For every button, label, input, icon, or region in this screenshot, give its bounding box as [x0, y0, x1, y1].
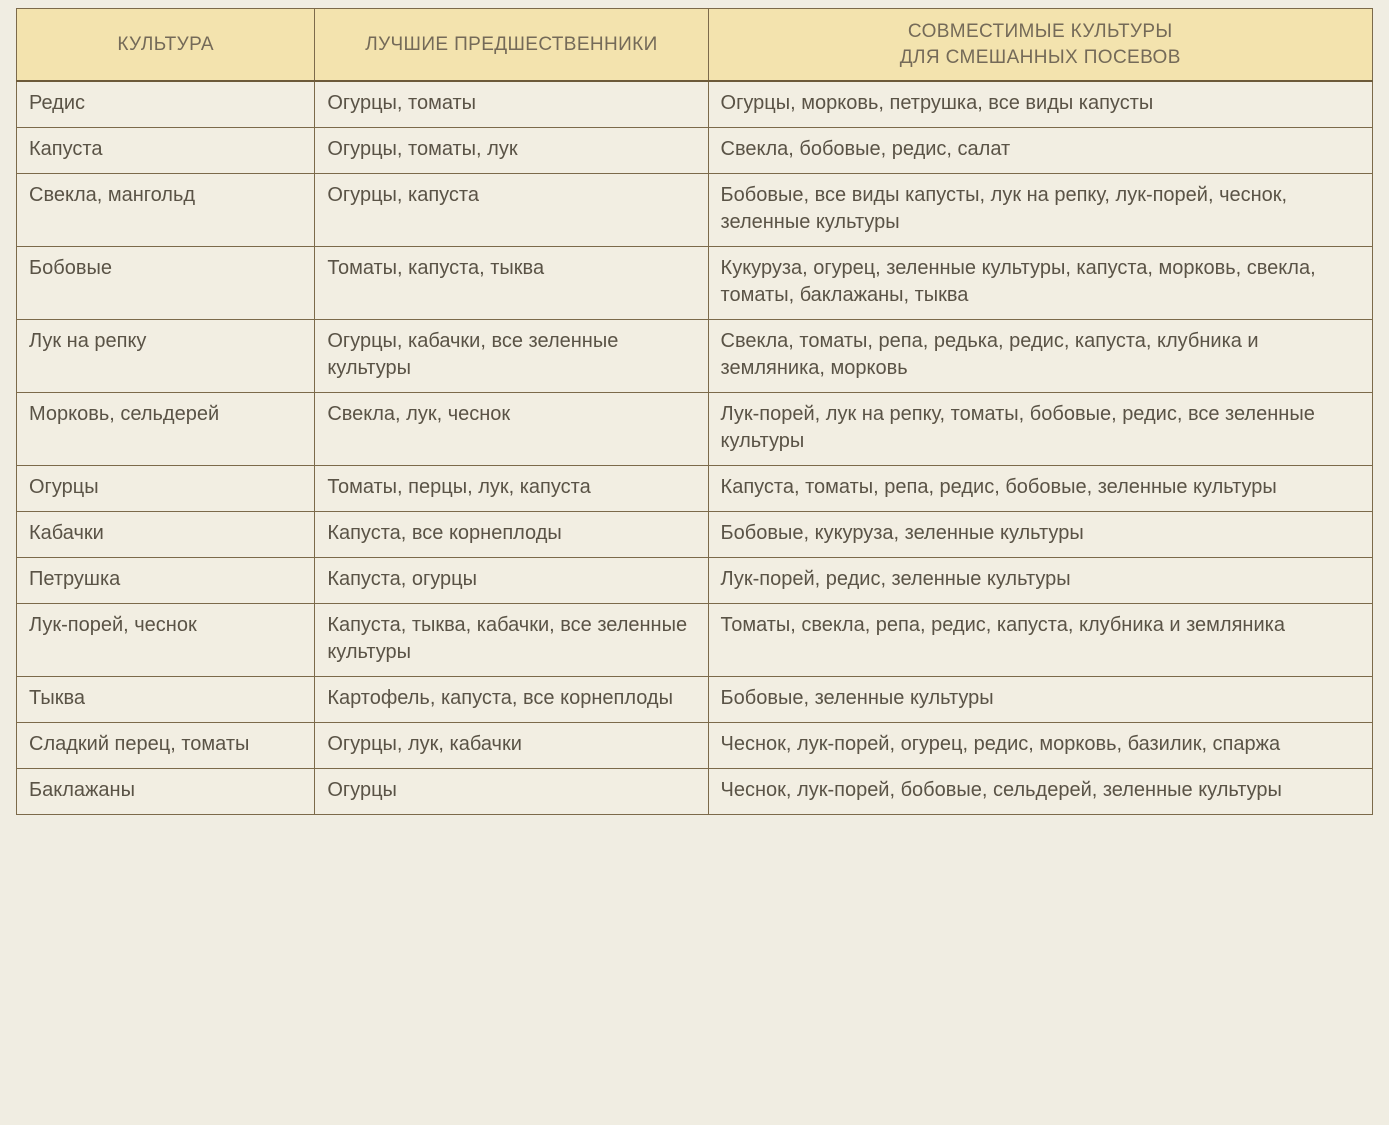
cell-compatible: Огурцы, морковь, петрушка, все виды капу…: [708, 81, 1372, 128]
table-row: Бобовые Томаты, капуста, тыква Кукуруза,…: [17, 247, 1373, 320]
cell-predecessors: Огурцы, кабачки, все зеленные культуры: [315, 320, 708, 393]
cell-crop: Тыква: [17, 677, 315, 723]
table-row: Лук на репку Огурцы, кабачки, все зеленн…: [17, 320, 1373, 393]
cell-predecessors: Огурцы, лук, кабачки: [315, 723, 708, 769]
cell-crop: Огурцы: [17, 466, 315, 512]
cell-compatible: Чеснок, лук-порей, бобовые, сельдерей, з…: [708, 769, 1372, 815]
cell-compatible: Свекла, бобовые, редис, салат: [708, 128, 1372, 174]
table-row: Сладкий перец, томаты Огурцы, лук, кабач…: [17, 723, 1373, 769]
table-row: Морковь, сельдерей Свекла, лук, чеснок Л…: [17, 393, 1373, 466]
table-row: Редис Огурцы, томаты Огурцы, морковь, пе…: [17, 81, 1373, 128]
crop-rotation-table: КУЛЬТУРА ЛУЧШИЕ ПРЕДШЕСТВЕННИКИ СОВМЕСТИ…: [16, 8, 1373, 815]
cell-predecessors: Томаты, перцы, лук, капуста: [315, 466, 708, 512]
cell-crop: Баклажаны: [17, 769, 315, 815]
table-row: Капуста Огурцы, томаты, лук Свекла, бобо…: [17, 128, 1373, 174]
cell-predecessors: Свекла, лук, чеснок: [315, 393, 708, 466]
cell-predecessors: Томаты, капуста, тыква: [315, 247, 708, 320]
table-row: Лук-порей, чеснок Капуста, тыква, кабачк…: [17, 604, 1373, 677]
cell-crop: Петрушка: [17, 558, 315, 604]
cell-crop: Лук на репку: [17, 320, 315, 393]
cell-compatible: Кукуруза, огурец, зеленные культуры, кап…: [708, 247, 1372, 320]
table-row: Кабачки Капуста, все корнеплоды Бобовые,…: [17, 512, 1373, 558]
cell-predecessors: Картофель, капуста, все корнеплоды: [315, 677, 708, 723]
cell-crop: Бобовые: [17, 247, 315, 320]
cell-crop: Сладкий перец, томаты: [17, 723, 315, 769]
cell-compatible: Чеснок, лук-порей, огурец, редис, морков…: [708, 723, 1372, 769]
cell-compatible: Томаты, свекла, репа, редис, капуста, кл…: [708, 604, 1372, 677]
col-header-crop: КУЛЬТУРА: [17, 9, 315, 82]
cell-compatible: Капуста, томаты, репа, редис, бобовые, з…: [708, 466, 1372, 512]
cell-compatible: Лук-порей, лук на репку, томаты, бобовые…: [708, 393, 1372, 466]
table-row: Тыква Картофель, капуста, все корнеплоды…: [17, 677, 1373, 723]
cell-predecessors: Огурцы, томаты, лук: [315, 128, 708, 174]
cell-crop: Капуста: [17, 128, 315, 174]
cell-crop: Кабачки: [17, 512, 315, 558]
cell-predecessors: Капуста, огурцы: [315, 558, 708, 604]
cell-compatible: Бобовые, кукуруза, зеленные культуры: [708, 512, 1372, 558]
cell-crop: Лук-порей, чеснок: [17, 604, 315, 677]
table-row: Петрушка Капуста, огурцы Лук-порей, реди…: [17, 558, 1373, 604]
cell-predecessors: Капуста, все корнеплоды: [315, 512, 708, 558]
cell-predecessors: Огурцы, томаты: [315, 81, 708, 128]
table-row: Огурцы Томаты, перцы, лук, капуста Капус…: [17, 466, 1373, 512]
table-row: Баклажаны Огурцы Чеснок, лук-порей, бобо…: [17, 769, 1373, 815]
cell-predecessors: Огурцы, капуста: [315, 174, 708, 247]
cell-predecessors: Огурцы: [315, 769, 708, 815]
cell-crop: Редис: [17, 81, 315, 128]
cell-compatible: Бобовые, зеленные культуры: [708, 677, 1372, 723]
cell-crop: Морковь, сельдерей: [17, 393, 315, 466]
col-header-compatible: СОВМЕСТИМЫЕ КУЛЬТУРЫДЛЯ СМЕШАННЫХ ПОСЕВО…: [708, 9, 1372, 82]
cell-compatible: Свекла, томаты, репа, редька, редис, кап…: [708, 320, 1372, 393]
cell-compatible: Бобовые, все виды капусты, лук на репку,…: [708, 174, 1372, 247]
col-header-predecessors: ЛУЧШИЕ ПРЕДШЕСТВЕННИКИ: [315, 9, 708, 82]
cell-compatible: Лук-порей, редис, зеленные культуры: [708, 558, 1372, 604]
table-header-row: КУЛЬТУРА ЛУЧШИЕ ПРЕДШЕСТВЕННИКИ СОВМЕСТИ…: [17, 9, 1373, 82]
cell-predecessors: Капуста, тыква, кабачки, все зеленные ку…: [315, 604, 708, 677]
table-row: Свекла, мангольд Огурцы, капуста Бобовые…: [17, 174, 1373, 247]
cell-crop: Свекла, мангольд: [17, 174, 315, 247]
